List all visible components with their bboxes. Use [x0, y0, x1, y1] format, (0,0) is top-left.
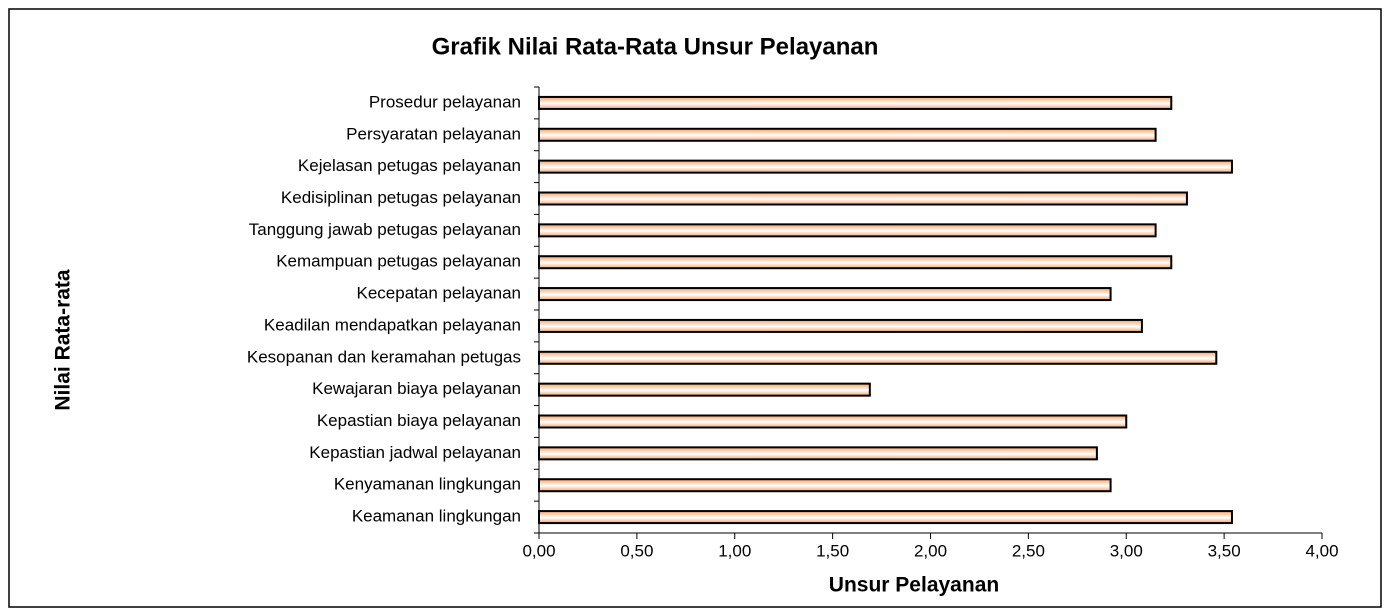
bar — [538, 95, 1173, 110]
y-tick-label: Kejelasan petugas pelayanan — [298, 156, 521, 175]
bar — [538, 318, 1143, 333]
y-axis-title: Nilai Rata-rata — [52, 269, 75, 411]
bar — [538, 127, 1157, 142]
y-tick-label: Kenyamanan lingkungan — [334, 475, 521, 494]
bar — [538, 414, 1128, 429]
bar — [538, 350, 1218, 365]
y-tick-label: Kesopanan dan keramahan petugas — [247, 347, 521, 366]
bar — [538, 510, 1233, 525]
bar — [538, 159, 1233, 174]
bar — [538, 478, 1112, 493]
y-tick-label: Kepastian jadwal pelayanan — [309, 443, 521, 462]
bar — [538, 446, 1098, 461]
x-tick-label: 0,00 — [522, 541, 555, 560]
bar — [538, 223, 1157, 238]
x-tick-label: 2,00 — [914, 541, 947, 560]
x-tick-label: 4,00 — [1305, 541, 1338, 560]
bar — [538, 382, 871, 397]
x-tick-label: 0,50 — [620, 541, 653, 560]
y-tick-label: Persyaratan pelayanan — [346, 124, 521, 143]
y-tick-label: Kedisiplinan petugas pelayanan — [281, 188, 521, 207]
bar — [538, 287, 1112, 302]
x-tick-label: 3,00 — [1110, 541, 1143, 560]
chart-title: Grafik Nilai Rata-Rata Unsur Pelayanan — [432, 33, 879, 60]
bar — [538, 255, 1173, 270]
y-tick-label: Kecepatan pelayanan — [357, 284, 521, 303]
y-tick-label: Kepastian biaya pelayanan — [317, 411, 521, 430]
y-tick-label: Kemampuan petugas pelayanan — [276, 252, 521, 271]
y-tick-label: Keadilan mendapatkan pelayanan — [264, 315, 521, 334]
y-tick-label: Prosedur pelayanan — [369, 92, 521, 111]
bar — [538, 191, 1188, 206]
x-tick-label: 2,50 — [1012, 541, 1045, 560]
y-tick-label: Keamanan lingkungan — [352, 507, 521, 526]
y-tick-label: Kewajaran biaya pelayanan — [312, 379, 521, 398]
y-tick-label: Tanggung jawab petugas pelayanan — [249, 220, 521, 239]
x-axis-title: Unsur Pelayanan — [829, 574, 999, 597]
x-tick-label: 3,50 — [1208, 541, 1241, 560]
x-tick-label: 1,00 — [718, 541, 751, 560]
x-tick-label: 1,50 — [816, 541, 849, 560]
